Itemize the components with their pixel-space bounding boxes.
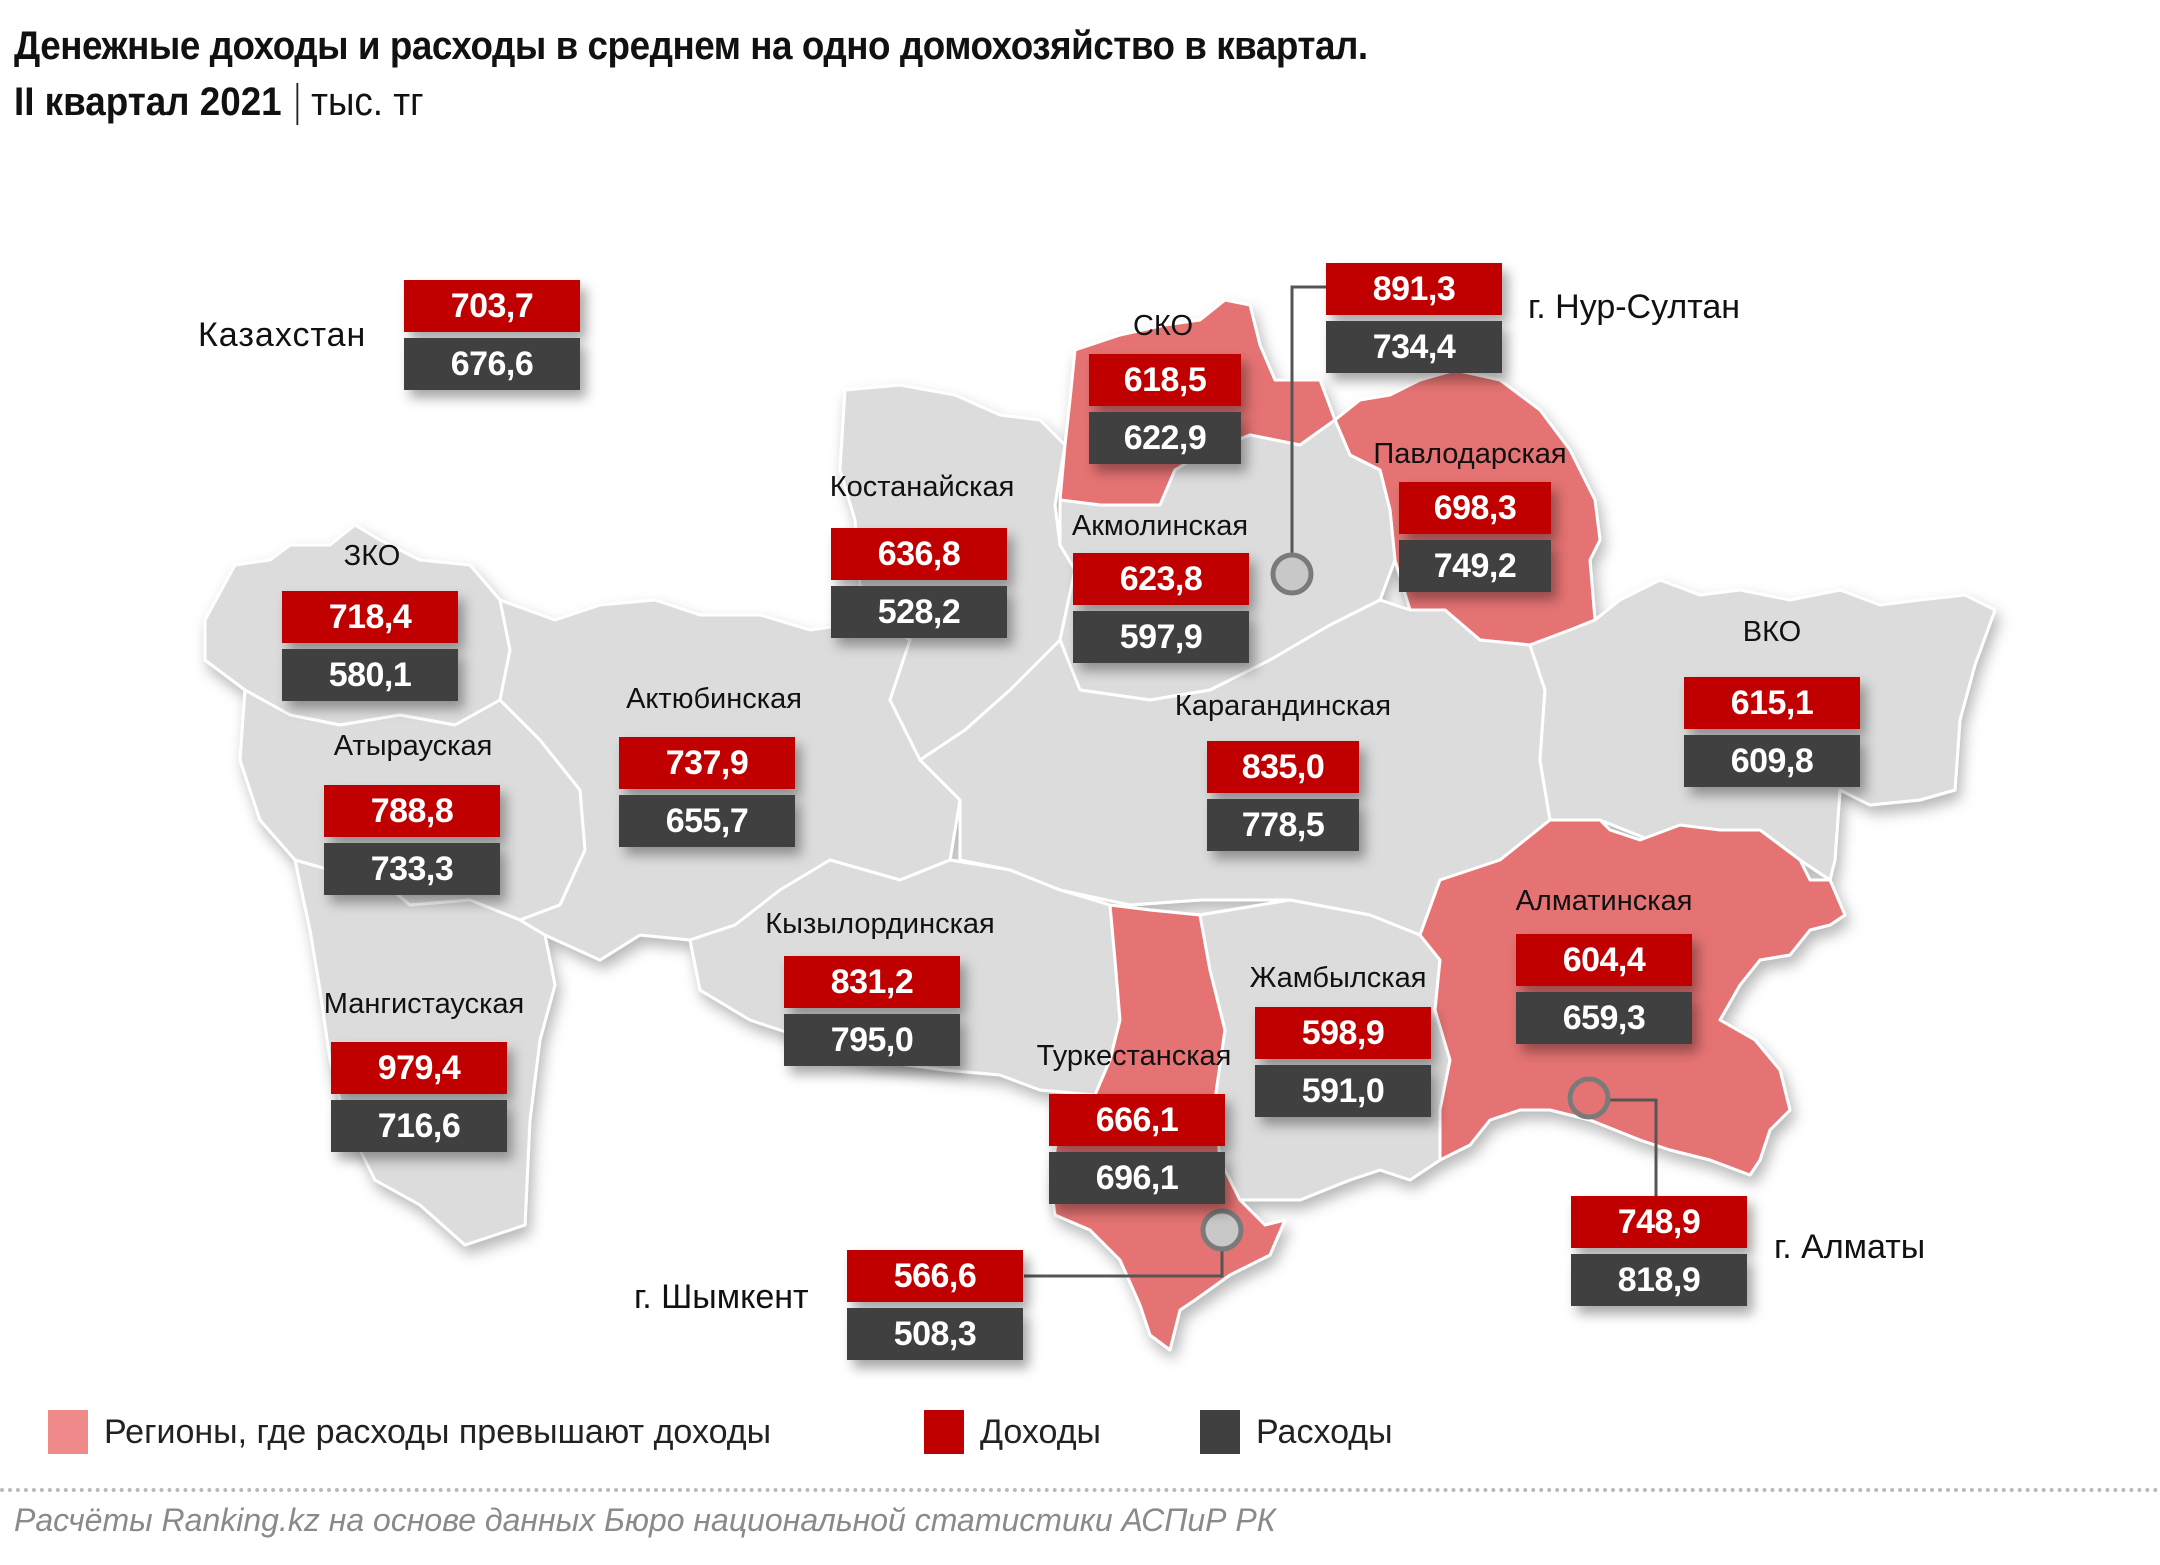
- almaty-leader: [1589, 1098, 1658, 1196]
- expense-value: 795,0: [784, 1014, 960, 1066]
- region-values-vko: 615,1 609,8: [1684, 677, 1860, 787]
- chart-title: Денежные доходы и расходы в среднем на о…: [14, 24, 1368, 68]
- region-label-almaty-region: Алматинская: [1515, 885, 1693, 917]
- income-value: 615,1: [1684, 677, 1860, 729]
- city-values-shymkent: 566,6 508,3: [847, 1250, 1023, 1360]
- region-values-kostanay: 636,8 528,2: [831, 528, 1007, 638]
- expense-value: 609,8: [1684, 735, 1860, 787]
- kazakhstan-label: Казахстан: [198, 316, 367, 354]
- region-label-karaganda: Карагандинская: [1174, 690, 1392, 722]
- region-label-kyzylorda: Кызылординская: [765, 908, 995, 940]
- region-values-kyzylorda: 831,2 795,0: [784, 956, 960, 1066]
- nur-sultan-marker: [1270, 552, 1314, 596]
- region-label-vko: ВКО: [1742, 616, 1802, 648]
- nur-sultan-leader: [1290, 285, 1326, 575]
- expense-value: 528,2: [831, 586, 1007, 638]
- legend-label-expense: Расходы: [1256, 1412, 1393, 1451]
- income-value: 698,3: [1399, 482, 1551, 534]
- region-label-sko: СКО: [1132, 310, 1194, 342]
- region-values-zhambyl: 598,9 591,0: [1255, 1007, 1431, 1117]
- expense-value: 622,9: [1089, 412, 1241, 464]
- region-label-aktobe: Актюбинская: [626, 683, 802, 715]
- income-value: 831,2: [784, 956, 960, 1008]
- red-swatch-icon: [924, 1410, 964, 1454]
- income-value: 788,8: [324, 785, 500, 837]
- expense-value: 597,9: [1073, 611, 1249, 663]
- income-value: 618,5: [1089, 354, 1241, 406]
- region-values-sko: 618,5 622,9: [1089, 354, 1241, 464]
- expense-value: 676,6: [404, 338, 580, 390]
- income-value: 636,8: [831, 528, 1007, 580]
- income-value: 598,9: [1255, 1007, 1431, 1059]
- region-values-pavlodar: 698,3 749,2: [1399, 482, 1551, 592]
- region-values-aktobe: 737,9 655,7: [619, 737, 795, 847]
- region-values-zko: 718,4 580,1: [282, 591, 458, 701]
- legend-label-regions: Регионы, где расходы превышают доходы: [104, 1412, 772, 1451]
- expense-value: 749,2: [1399, 540, 1551, 592]
- expense-value: 591,0: [1255, 1065, 1431, 1117]
- region-values-atyrau: 788,8 733,3: [324, 785, 500, 895]
- legend-item-regions: Регионы, где расходы превышают доходы: [48, 1410, 771, 1454]
- city-values-almaty: 748,9 818,9: [1571, 1196, 1747, 1306]
- expense-value: 655,7: [619, 795, 795, 847]
- pink-swatch-icon: [48, 1410, 88, 1454]
- income-value: 666,1: [1049, 1094, 1225, 1146]
- region-label-zko: ЗКО: [343, 540, 401, 572]
- city-label-shymkent: г. Шымкент: [634, 1278, 809, 1316]
- income-value: 979,4: [331, 1042, 507, 1094]
- kazakhstan-values: 703,7 676,6: [404, 280, 580, 390]
- region-label-atyrau: Атырауская: [333, 730, 493, 762]
- region-label-kostanay: Костанайская: [829, 471, 1015, 503]
- chart-subtitle: II квартал 2021 тыс. тг: [14, 76, 424, 128]
- region-label-zhambyl: Жамбылская: [1249, 962, 1427, 994]
- region-values-almaty-region: 604,4 659,3: [1516, 934, 1692, 1044]
- income-value: 604,4: [1516, 934, 1692, 986]
- almaty-marker: [1567, 1076, 1611, 1120]
- region-label-pavlodar: Павлодарская: [1373, 438, 1567, 470]
- expense-value: 734,4: [1326, 321, 1502, 373]
- city-values-nur-sultan: 891,3 734,4: [1326, 263, 1502, 373]
- legend-item-expense: Расходы: [1200, 1410, 1393, 1454]
- region-label-akmola: Акмолинская: [1071, 510, 1249, 542]
- legend-label-income: Доходы: [980, 1412, 1101, 1451]
- income-value: 835,0: [1207, 741, 1359, 793]
- income-value: 623,8: [1073, 553, 1249, 605]
- income-value: 718,4: [282, 591, 458, 643]
- legend-item-income: Доходы: [924, 1410, 1101, 1454]
- expense-value: 659,3: [1516, 992, 1692, 1044]
- region-values-akmola: 623,8 597,9: [1073, 553, 1249, 663]
- source-note: Расчёты Ranking.kz на основе данных Бюро…: [14, 1502, 1276, 1538]
- city-label-nur-sultan: г. Нур-Султан: [1528, 288, 1741, 326]
- income-value: 703,7: [404, 280, 580, 332]
- shymkent-marker: [1200, 1208, 1244, 1252]
- income-value: 566,6: [847, 1250, 1023, 1302]
- expense-value: 580,1: [282, 649, 458, 701]
- region-values-mangystau: 979,4 716,6: [331, 1042, 507, 1152]
- expense-value: 818,9: [1571, 1254, 1747, 1306]
- income-value: 891,3: [1326, 263, 1502, 315]
- dark-swatch-icon: [1200, 1410, 1240, 1454]
- income-value: 748,9: [1571, 1196, 1747, 1248]
- expense-value: 508,3: [847, 1308, 1023, 1360]
- income-value: 737,9: [619, 737, 795, 789]
- region-values-turkestan: 666,1 696,1: [1049, 1094, 1225, 1204]
- region-label-mangystau: Мангистауская: [323, 988, 525, 1020]
- expense-value: 716,6: [331, 1100, 507, 1152]
- region-values-karaganda: 835,0 778,5: [1207, 741, 1359, 851]
- separator: [296, 83, 299, 126]
- region-vko: [1528, 578, 1997, 882]
- legend: Регионы, где расходы превышают доходы До…: [0, 1410, 2160, 1470]
- region-label-turkestan: Туркестанская: [1036, 1040, 1232, 1072]
- expense-value: 733,3: [324, 843, 500, 895]
- period-label: II квартал 2021: [14, 80, 282, 124]
- expense-value: 778,5: [1207, 799, 1359, 851]
- expense-value: 696,1: [1049, 1152, 1225, 1204]
- footer-divider: [0, 1488, 2160, 1492]
- city-label-almaty: г. Алматы: [1774, 1228, 1926, 1266]
- unit-label: тыс. тг: [311, 80, 424, 124]
